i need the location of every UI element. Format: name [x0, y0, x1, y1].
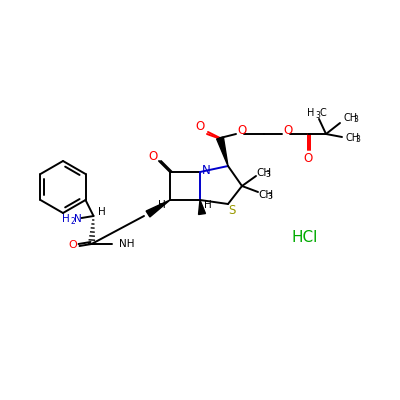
Text: O: O	[195, 120, 205, 134]
Polygon shape	[198, 200, 206, 214]
Text: H: H	[62, 214, 70, 224]
Text: H: H	[204, 200, 212, 210]
Text: CH: CH	[346, 133, 360, 143]
Text: O: O	[68, 240, 77, 250]
Text: 2: 2	[70, 217, 75, 226]
Text: 3: 3	[267, 192, 272, 201]
Text: O: O	[283, 124, 293, 138]
Polygon shape	[146, 200, 170, 217]
Text: N: N	[202, 164, 210, 176]
Text: O: O	[148, 150, 158, 162]
Text: HCl: HCl	[292, 230, 318, 244]
Text: 3: 3	[355, 136, 360, 144]
Text: O: O	[237, 124, 247, 138]
Text: CH: CH	[256, 168, 271, 178]
Text: H: H	[158, 200, 166, 210]
Text: H: H	[307, 108, 314, 118]
Text: 3: 3	[315, 110, 320, 120]
Text: NH: NH	[118, 239, 134, 249]
Text: CH: CH	[344, 113, 358, 123]
Text: O: O	[303, 152, 313, 164]
Text: C: C	[319, 108, 326, 118]
Text: CH: CH	[258, 190, 273, 200]
Text: S: S	[228, 204, 236, 216]
Text: 3: 3	[265, 170, 270, 179]
Polygon shape	[217, 137, 228, 166]
Text: H: H	[98, 207, 105, 217]
Text: N: N	[74, 214, 82, 224]
Text: 3: 3	[353, 116, 358, 124]
